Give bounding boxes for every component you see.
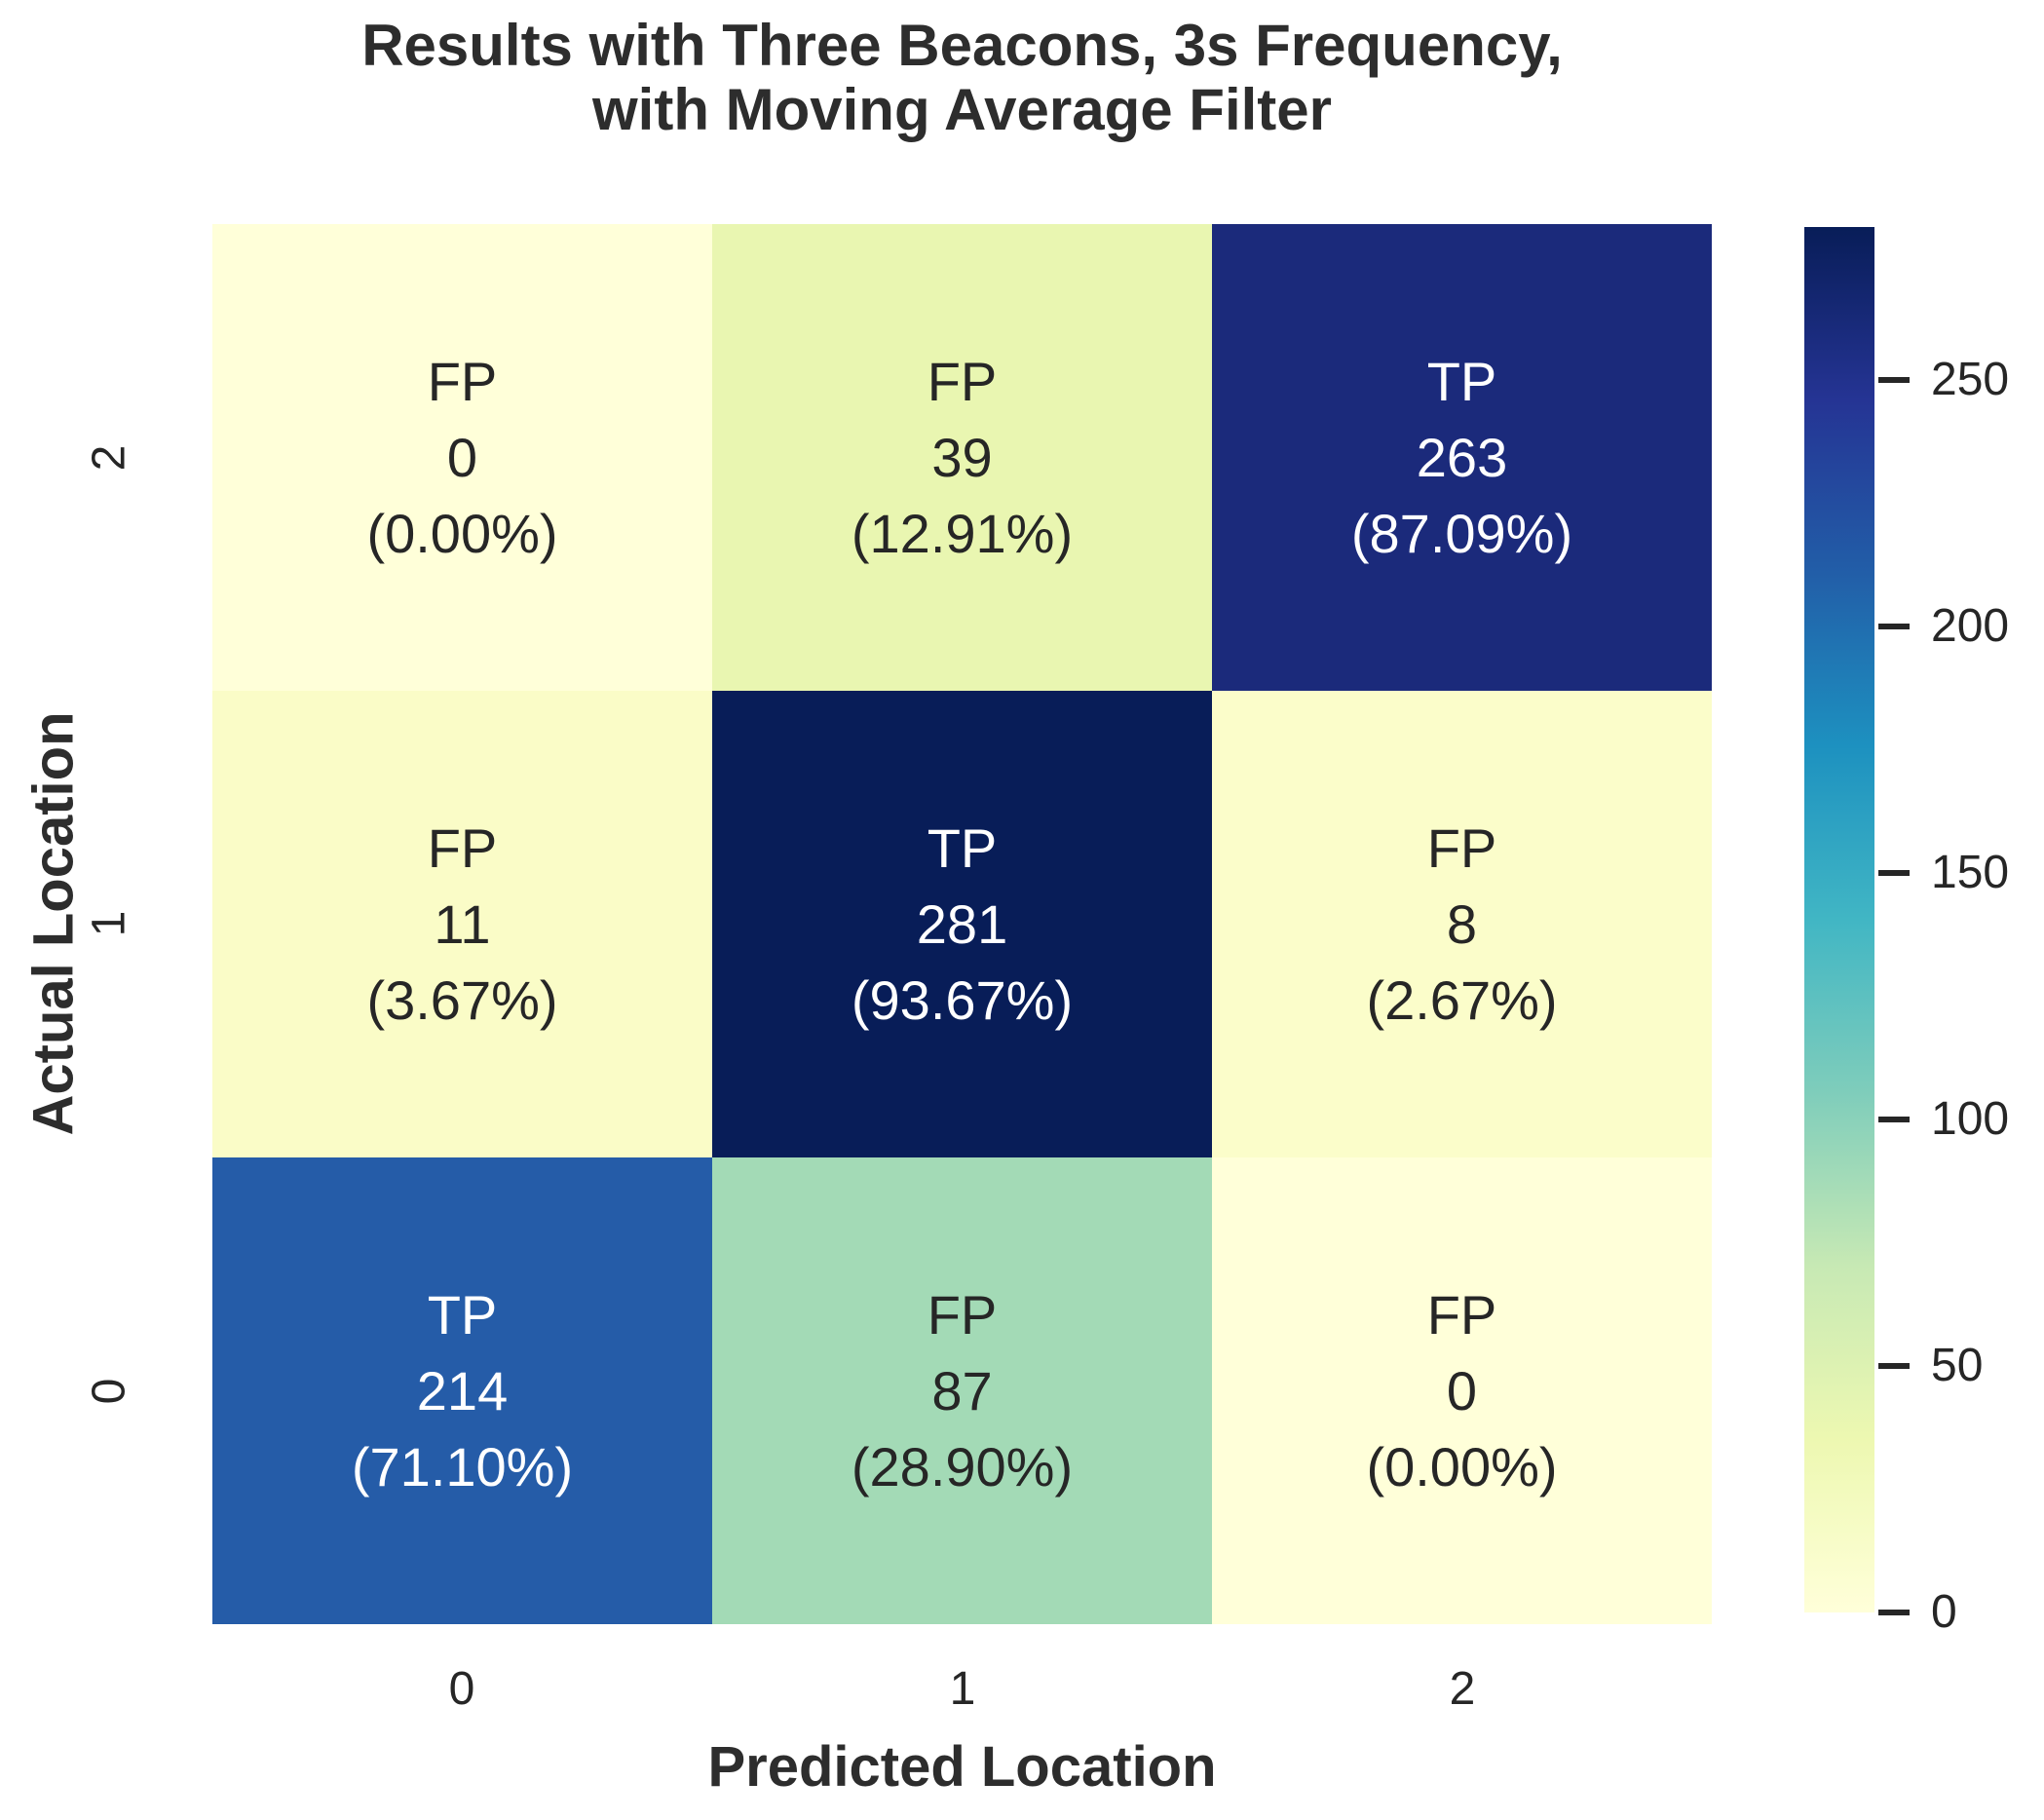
cell-percent: (71.10%) <box>351 1435 574 1498</box>
cell-percent: (0.00%) <box>1366 1435 1558 1498</box>
colorbar-tick-mark <box>1878 1116 1910 1122</box>
cell-count: 87 <box>931 1359 993 1422</box>
chart-title-line1: Results with Three Beacons, 3s Frequency… <box>361 13 1563 78</box>
cell-percent: (87.09%) <box>1350 502 1573 564</box>
y-tick-label-0: 0 <box>83 1378 135 1405</box>
heatmap-cell-a2-p1: FP 39 (12.91%) <box>712 224 1212 691</box>
cell-count: 11 <box>434 892 491 955</box>
cell-percent: (2.67%) <box>1366 968 1558 1031</box>
cell-count: 39 <box>931 426 993 488</box>
cell-percent: (0.00%) <box>366 502 558 564</box>
colorbar-tick-mark <box>1878 376 1910 383</box>
colorbar-tick-mark <box>1878 1362 1910 1369</box>
cell-count: 0 <box>446 426 478 488</box>
heatmap-cell-a0-p1: FP 87 (28.90%) <box>712 1157 1212 1624</box>
cell-count: 281 <box>916 892 1008 955</box>
chart-title: Results with Three Beacons, 3s Frequency… <box>212 14 1712 142</box>
colorbar-tick-mark <box>1878 623 1910 629</box>
cell-percent: (12.91%) <box>851 502 1074 564</box>
x-tick-label-0: 0 <box>448 1663 475 1715</box>
heatmap-grid: FP 0 (0.00%) FP 39 (12.91%) TP 263 (87.0… <box>212 224 1712 1624</box>
chart-title-line2: with Moving Average Filter <box>592 77 1332 142</box>
heatmap-cell-a2-p2: TP 263 (87.09%) <box>1212 224 1712 691</box>
heatmap-cell-a1-p2: FP 8 (2.67%) <box>1212 691 1712 1157</box>
y-tick-label-1: 1 <box>83 910 135 937</box>
cell-count: 214 <box>416 1359 509 1422</box>
cell-tag: FP <box>427 816 498 879</box>
cell-tag: FP <box>1426 816 1497 879</box>
cell-percent: (93.67%) <box>851 968 1074 1031</box>
cell-tag: FP <box>927 1283 998 1346</box>
y-axis-label: Actual Location <box>21 711 86 1136</box>
heatmap-cell-a0-p2: FP 0 (0.00%) <box>1212 1157 1712 1624</box>
cell-tag: FP <box>927 350 998 412</box>
y-tick-label-2: 2 <box>83 444 135 472</box>
x-axis-label: Predicted Location <box>707 1735 1217 1799</box>
cell-count: 0 <box>1446 1359 1478 1422</box>
colorbar-tick-mark <box>1878 869 1910 876</box>
cell-percent: (3.67%) <box>366 968 558 1031</box>
x-tick-label-1: 1 <box>949 1663 976 1715</box>
x-tick-label-2: 2 <box>1449 1663 1476 1715</box>
colorbar-gradient <box>1804 227 1874 1612</box>
cell-tag: TP <box>1426 350 1497 412</box>
heatmap-cell-a0-p0: TP 214 (71.10%) <box>212 1157 712 1624</box>
cell-tag: TP <box>427 1283 498 1346</box>
colorbar: 0 50 100 150 200 250 <box>1804 227 2009 1636</box>
cell-tag: FP <box>1426 1283 1497 1346</box>
heatmap-cell-a1-p0: FP 11 (3.67%) <box>212 691 712 1157</box>
heatmap-cell-a1-p1: TP 281 (93.67%) <box>712 691 1212 1157</box>
cell-tag: FP <box>427 350 498 412</box>
cell-percent: (28.90%) <box>851 1435 1074 1498</box>
cell-count: 8 <box>1446 892 1478 955</box>
heatmap-cell-a2-p0: FP 0 (0.00%) <box>212 224 712 691</box>
colorbar-tick-mark <box>1878 1610 1910 1615</box>
cell-count: 263 <box>1416 426 1508 488</box>
cell-tag: TP <box>927 816 998 879</box>
